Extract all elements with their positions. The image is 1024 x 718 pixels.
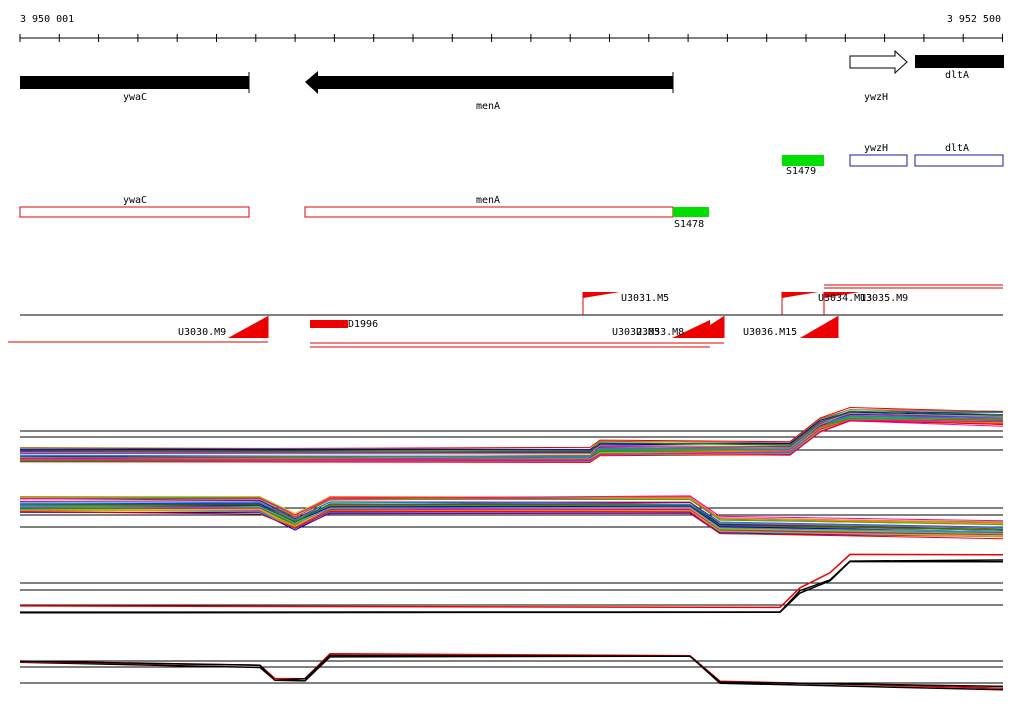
transcript-label: U3033.M8 (636, 327, 684, 338)
ruler-start: 3 950 001 (20, 14, 74, 25)
transcript-label: U3030.M9 (178, 327, 226, 338)
annotation-label: ywzH (864, 143, 888, 154)
transcript-label: D1996 (348, 319, 378, 330)
transcript-label: U3031.M5 (621, 293, 669, 304)
expression-line (19, 413, 1004, 454)
transcript-label: U3035.M9 (860, 293, 908, 304)
annotation-label: dltA (945, 143, 969, 154)
expression-line (19, 553, 1004, 609)
expression-line (19, 420, 1004, 463)
expression-line (19, 503, 1004, 530)
transcript-label: U3036.M15 (743, 327, 797, 338)
annotations: ywzH dltA ywaC menA S1479 S1478 (19, 143, 1004, 230)
expression-line (19, 654, 1004, 688)
expression-line (19, 501, 1004, 529)
expression-line (19, 420, 1004, 461)
expression-line (19, 417, 1004, 462)
expression-line (19, 511, 1004, 537)
expression-line (19, 411, 1004, 451)
expression-line (19, 419, 1004, 461)
peak-label: S1478 (674, 219, 704, 230)
expression-line (19, 406, 1004, 450)
expression-line (20, 419, 1004, 462)
expression-tracks (19, 406, 1004, 691)
transcript-label: U3032.M5 (612, 327, 660, 338)
expression-line (19, 412, 1004, 455)
expression-line (19, 410, 1004, 453)
ruler-end: 3 952 500 (947, 14, 1001, 25)
expression-line (19, 506, 1004, 534)
gene-label: ywzH (864, 92, 888, 103)
gene-label: ywaC (123, 92, 147, 103)
annotation-label: ywaC (123, 195, 147, 206)
expression-line (19, 509, 1004, 538)
genes: ywaC menA ywzH dltA (20, 49, 1004, 112)
expression-line (19, 510, 1004, 540)
transcripts: U3031.M5 U3034.M13 U3035.M9 U3030.M9 D19… (8, 284, 1003, 348)
expression-line (19, 495, 1004, 522)
expression-line (19, 505, 1004, 533)
expression-line (19, 559, 1004, 613)
transcript-label: U3034.M13 (818, 293, 872, 304)
ruler: 3 950 001 3 952 500 (19, 14, 1003, 42)
gene-label: dltA (945, 70, 969, 81)
expression-line (19, 415, 1004, 458)
peak-label: S1479 (786, 166, 816, 177)
gene-label: menA (476, 101, 500, 112)
annotation-label: menA (476, 195, 500, 206)
